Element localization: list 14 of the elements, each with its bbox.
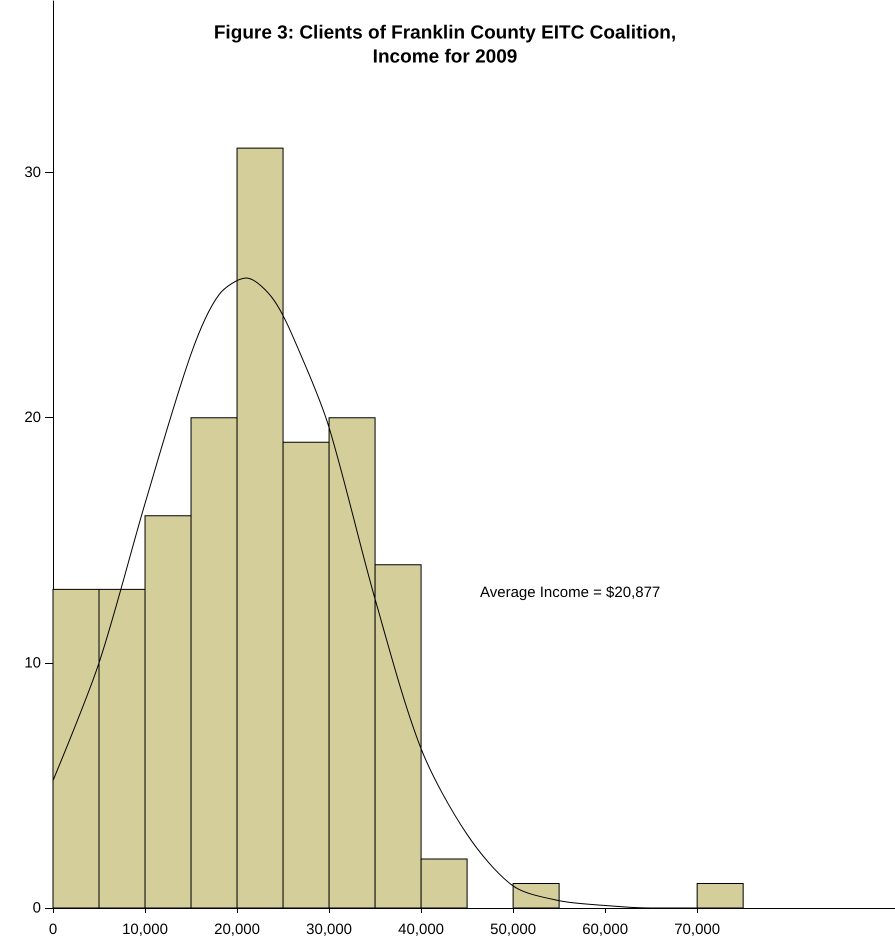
x-tick-label: 0 <box>48 921 58 938</box>
x-tick-label: 20,000 <box>214 921 260 938</box>
x-tick-label: 50,000 <box>490 921 536 938</box>
x-tick-label: 30,000 <box>306 921 352 938</box>
x-tick-label: 10,000 <box>122 921 168 938</box>
y-tick-label: 0 <box>32 900 41 916</box>
annotation: Average Income = $20,877 <box>480 584 660 601</box>
x-tick-label: 60,000 <box>582 921 628 938</box>
y-tick-label: 10 <box>24 654 41 672</box>
y-tick-label: 30 <box>24 164 41 182</box>
y-tick-label: 20 <box>24 409 41 426</box>
x-tick-label: 70,000 <box>674 921 720 938</box>
x-tick-label: 40,000 <box>398 921 444 938</box>
text: Figure 3: Clients of Franklin County EITC Coalition, Income for 2009 <box>214 22 676 68</box>
